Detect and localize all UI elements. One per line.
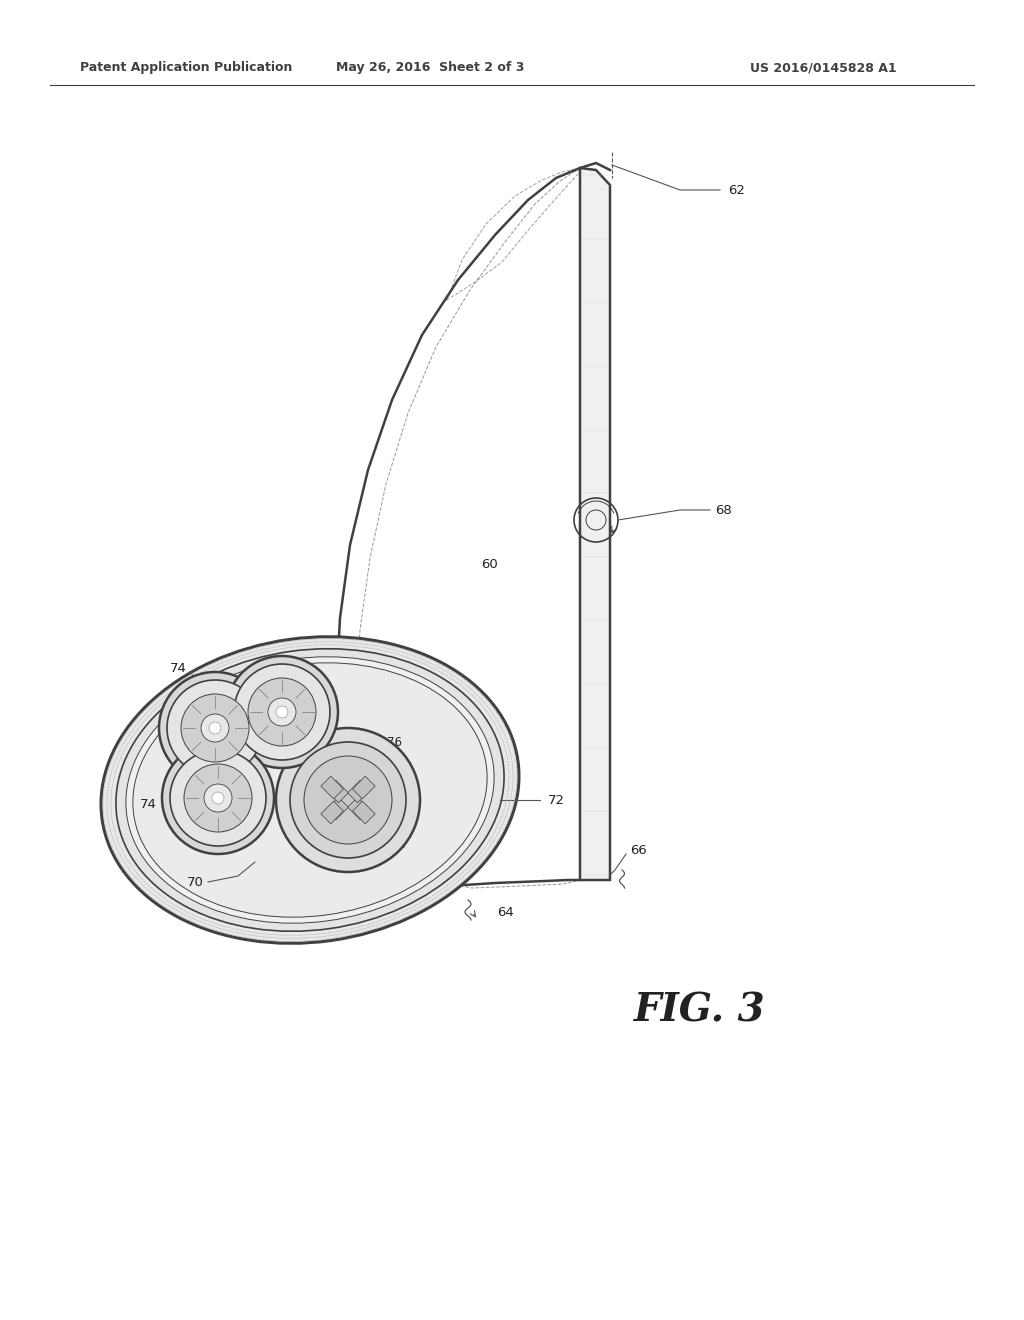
Text: 72: 72	[548, 793, 565, 807]
Circle shape	[159, 672, 271, 784]
Ellipse shape	[101, 636, 519, 944]
Circle shape	[184, 764, 252, 832]
Ellipse shape	[116, 648, 504, 932]
Ellipse shape	[133, 663, 487, 917]
Circle shape	[268, 698, 296, 726]
Circle shape	[234, 664, 330, 760]
Polygon shape	[352, 776, 375, 799]
Text: 60: 60	[481, 558, 499, 572]
Circle shape	[276, 729, 420, 873]
Circle shape	[170, 750, 266, 846]
Circle shape	[226, 656, 338, 768]
Text: US 2016/0145828 A1: US 2016/0145828 A1	[750, 62, 897, 74]
Text: May 26, 2016  Sheet 2 of 3: May 26, 2016 Sheet 2 of 3	[336, 62, 524, 74]
Text: 78: 78	[389, 838, 407, 851]
Polygon shape	[326, 797, 348, 820]
Polygon shape	[580, 168, 610, 880]
Text: 66: 66	[630, 843, 647, 857]
Circle shape	[248, 678, 316, 746]
Polygon shape	[352, 801, 375, 824]
Polygon shape	[321, 776, 343, 799]
Text: 76: 76	[387, 735, 402, 748]
Text: 64: 64	[497, 906, 513, 919]
Text: FIG. 3: FIG. 3	[634, 991, 766, 1030]
Circle shape	[290, 742, 406, 858]
Circle shape	[201, 714, 229, 742]
Polygon shape	[347, 780, 371, 803]
Circle shape	[204, 784, 232, 812]
Text: 70: 70	[186, 875, 204, 888]
Text: 56: 56	[254, 684, 270, 697]
Circle shape	[212, 792, 224, 804]
Text: 68: 68	[715, 503, 732, 516]
Text: Patent Application Publication: Patent Application Publication	[80, 62, 293, 74]
Ellipse shape	[126, 657, 495, 923]
Text: 74: 74	[170, 661, 186, 675]
Polygon shape	[321, 801, 343, 824]
Circle shape	[162, 742, 274, 854]
Polygon shape	[326, 780, 348, 803]
Circle shape	[209, 722, 221, 734]
Text: 74: 74	[139, 799, 157, 812]
Text: 62: 62	[728, 183, 744, 197]
Circle shape	[181, 694, 249, 762]
Polygon shape	[347, 797, 371, 820]
Circle shape	[276, 706, 288, 718]
Circle shape	[304, 756, 392, 843]
Circle shape	[167, 680, 263, 776]
